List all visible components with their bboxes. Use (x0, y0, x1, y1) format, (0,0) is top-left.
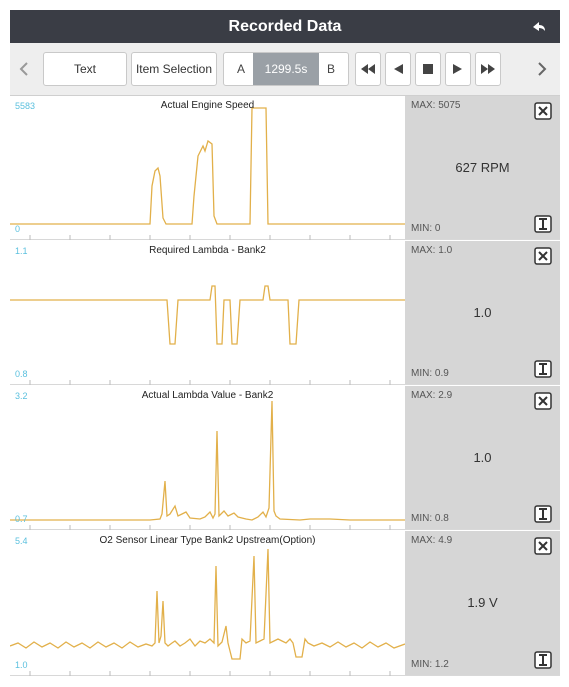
rewind-button[interactable] (355, 52, 381, 86)
max-value: MAX: 5075 (411, 100, 461, 111)
back-icon[interactable] (528, 16, 550, 38)
cursor-icon[interactable] (534, 651, 552, 669)
close-icon[interactable] (534, 247, 552, 265)
graph-panel-o2-sensor: O2 Sensor Linear Type Bank2 Upstream(Opt… (10, 531, 560, 676)
min-value: MIN: 1.2 (411, 659, 449, 670)
chevron-right-icon[interactable] (532, 52, 552, 86)
axis-max-label: 1.1 (15, 246, 28, 256)
graph-panel-engine-speed: Actual Engine Speed 5583 0 MAX: 5075 627… (10, 96, 560, 240)
step-back-button[interactable] (385, 52, 411, 86)
play-button[interactable] (445, 52, 471, 86)
min-value: MIN: 0.9 (411, 368, 449, 379)
item-selection-button[interactable]: Item Selection (131, 52, 217, 86)
data-trace (10, 107, 405, 240)
value-sidebar: MAX: 1.0 1.0 MIN: 0.9 (405, 241, 560, 384)
graph-panel-actual-lambda: Actual Lambda Value - Bank2 3.2 0.7 MAX:… (10, 386, 560, 530)
max-value: MAX: 1.0 (411, 245, 453, 256)
graph-title: Required Lambda - Bank2 (149, 245, 266, 256)
page-title: Recorded Data (228, 17, 342, 35)
data-trace (10, 400, 405, 530)
graph-title: O2 Sensor Linear Type Bank2 Upstream(Opt… (99, 535, 316, 546)
marker-range-control[interactable]: A 1299.5s B (223, 52, 349, 86)
max-value: MAX: 4.9 (411, 535, 453, 546)
current-value: 627 RPM (455, 160, 510, 175)
playback-toolbar: Text Item Selection A 1299.5s B (10, 43, 560, 96)
current-value: 1.0 (473, 305, 492, 320)
close-icon[interactable] (534, 102, 552, 120)
cursor-icon[interactable] (534, 505, 552, 523)
current-value: 1.0 (473, 450, 492, 465)
cursor-icon[interactable] (534, 215, 552, 233)
axis-min-label: 0 (15, 224, 21, 234)
min-value: MIN: 0 (411, 223, 441, 234)
play-icon (453, 64, 462, 74)
axis-max-label: 3.2 (15, 391, 28, 401)
axis-max-label: 5.4 (15, 536, 28, 546)
step-back-icon (394, 64, 403, 74)
plot-area[interactable]: Actual Engine Speed 5583 0 (10, 96, 405, 240)
graph-panel-required-lambda: Required Lambda - Bank2 1.1 0.8 MAX: 1.0… (10, 241, 560, 385)
data-trace (10, 548, 405, 676)
plot-area[interactable]: O2 Sensor Linear Type Bank2 Upstream(Opt… (10, 531, 405, 676)
fast-forward-icon (481, 64, 495, 74)
current-value: 1.9 V (467, 595, 498, 610)
graph-title: Actual Engine Speed (160, 100, 255, 111)
time-display: 1299.5s (253, 53, 319, 85)
title-bar: Recorded Data (10, 10, 560, 43)
plot-area[interactable]: Actual Lambda Value - Bank2 3.2 0.7 (10, 386, 405, 530)
stop-icon (423, 64, 433, 74)
value-sidebar: MAX: 2.9 1.0 MIN: 0.8 (405, 386, 560, 529)
axis-min-label: 1.0 (15, 660, 28, 670)
plot-area[interactable]: Required Lambda - Bank2 1.1 0.8 (10, 241, 405, 385)
chevron-left-icon[interactable] (14, 52, 34, 86)
stop-button[interactable] (415, 52, 441, 86)
fast-forward-button[interactable] (475, 52, 501, 86)
max-value: MAX: 2.9 (411, 390, 453, 401)
data-trace (10, 285, 405, 385)
min-value: MIN: 0.8 (411, 513, 449, 524)
value-sidebar: MAX: 4.9 1.9 V MIN: 1.2 (405, 531, 560, 675)
close-icon[interactable] (534, 392, 552, 410)
text-view-button[interactable]: Text (43, 52, 127, 86)
graph-title: Actual Lambda Value - Bank2 (141, 390, 274, 401)
marker-b-label[interactable]: B (326, 62, 335, 76)
axis-min-label: 0.8 (15, 369, 28, 379)
rewind-icon (361, 64, 375, 74)
axis-max-label: 5583 (15, 101, 36, 111)
close-icon[interactable] (534, 537, 552, 555)
axis-min-label: 0.7 (15, 514, 28, 524)
marker-a-label[interactable]: A (236, 62, 245, 76)
cursor-icon[interactable] (534, 360, 552, 378)
value-sidebar: MAX: 5075 627 RPM MIN: 0 (405, 96, 560, 239)
